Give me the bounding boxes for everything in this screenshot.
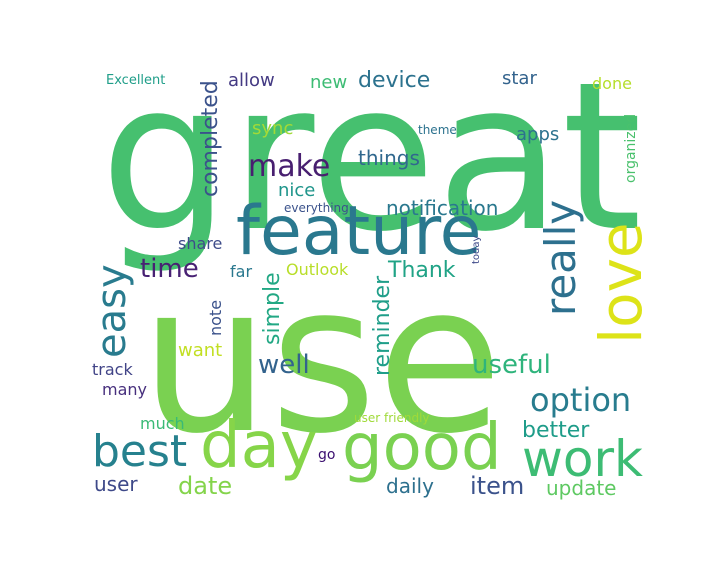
word-note: note [206, 299, 225, 336]
word-device: device [358, 68, 431, 93]
word-update: update [546, 476, 617, 500]
word-star: star [502, 68, 537, 89]
word-reminder: reminder [370, 275, 395, 376]
word-simple: simple [260, 272, 285, 345]
word-thank: Thank [388, 258, 456, 283]
word-feature: feature [236, 192, 482, 271]
word-notification: notification [386, 196, 499, 220]
word-work: work [522, 430, 643, 488]
word-far: far [230, 262, 253, 281]
word-much: much [140, 414, 185, 433]
word-many: many [102, 380, 147, 399]
word-excellent: Excellent [106, 73, 166, 88]
word-go: go [318, 447, 336, 463]
word-make: make [248, 149, 331, 184]
word-completed: completed [198, 80, 223, 197]
word-item: item [470, 472, 525, 500]
word-user: user [94, 472, 138, 496]
word-new: new [310, 72, 348, 93]
word-day: day [200, 409, 318, 483]
word-outlook: Outlook [286, 260, 349, 279]
word-love: love [587, 222, 655, 344]
word-want: want [178, 340, 223, 361]
word-time: time [140, 254, 199, 284]
word-everything: everything [284, 201, 349, 215]
word-today: today [471, 235, 482, 264]
word-useful: useful [472, 350, 551, 380]
word-date: date [178, 472, 233, 500]
word-allow: allow [228, 70, 275, 91]
word-easy: easy [89, 264, 135, 358]
word-user-friendly: user friendly [354, 411, 430, 425]
word-done: done [592, 74, 632, 93]
word-really: really [536, 199, 585, 316]
word-track: track [92, 360, 133, 379]
word-use: use [140, 241, 503, 479]
word-sync: sync [252, 118, 294, 139]
word-nice: nice [278, 180, 316, 201]
word-best: best [92, 426, 188, 477]
word-theme: theme [418, 123, 457, 137]
word-great: great [100, 39, 643, 277]
word-good: good [342, 411, 502, 485]
word-better: better [522, 418, 590, 443]
word-things: things [358, 146, 420, 170]
word-organized: organized [623, 113, 639, 183]
word-well: well [258, 350, 310, 380]
word-apps: apps [516, 124, 560, 145]
word-option: option [530, 381, 632, 419]
word-share: share [178, 234, 223, 253]
word-daily: daily [386, 474, 434, 498]
